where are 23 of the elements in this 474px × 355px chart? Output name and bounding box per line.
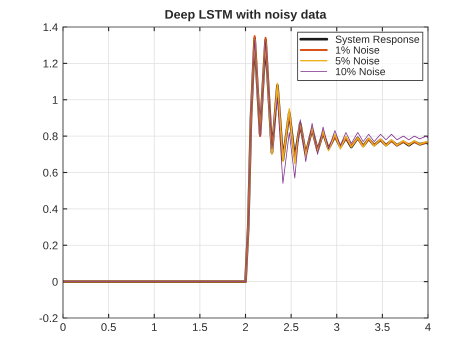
- y-tick-label: 1.2: [44, 60, 58, 68]
- legend-label: 5% Noise: [336, 56, 380, 64]
- y-tick-label: 0.6: [43, 168, 58, 177]
- x-tick-label: 2: [242, 323, 248, 331]
- legend-label: 1% Noise: [336, 46, 380, 54]
- legend-label: System Response: [336, 36, 420, 46]
- y-tick-label: 0.2: [43, 242, 58, 250]
- x-tick-label: 4: [425, 323, 431, 331]
- chart-title: Deep LSTM with noisy data: [165, 10, 326, 22]
- x-tick-label: 1.5: [193, 323, 208, 332]
- y-tick-label: 1.4: [44, 23, 58, 32]
- x-tick-label: 0.5: [101, 323, 116, 332]
- y-tick-label: 1: [52, 96, 58, 104]
- y-tick-label: 0.8: [43, 132, 58, 140]
- y-tick-label: -0.2: [39, 314, 58, 322]
- y-tick-label: 0: [52, 278, 58, 286]
- x-tick-label: 3.5: [375, 323, 390, 332]
- y-tick-label: 0.4: [43, 205, 58, 214]
- x-tick-label: 1: [152, 323, 157, 331]
- legend-label: 10% Noise: [336, 68, 386, 76]
- x-tick-label: 3: [334, 323, 340, 332]
- x-tick-label: 2.5: [284, 323, 298, 332]
- x-tick-label: 0: [60, 323, 66, 332]
